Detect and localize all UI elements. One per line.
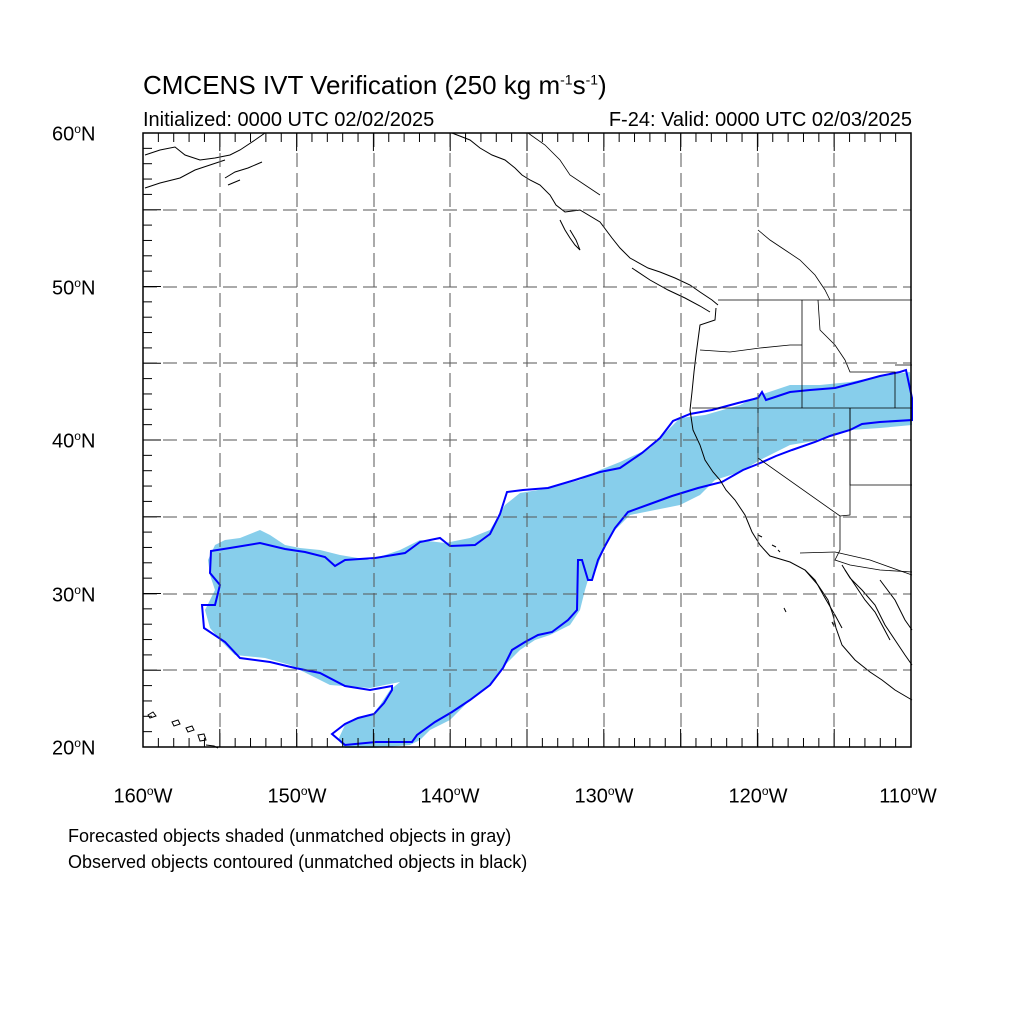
lat-label-60n: 60oN bbox=[52, 122, 96, 146]
lat-label-40n: 40oN bbox=[52, 429, 96, 453]
alaska-canada-border bbox=[527, 132, 601, 196]
map-frame bbox=[142, 132, 912, 748]
montana-wyoming-border bbox=[817, 299, 896, 408]
lon-label-150w: 150oW bbox=[267, 784, 327, 808]
lat-label-30n: 30oN bbox=[52, 583, 96, 607]
channel-islands bbox=[757, 534, 835, 627]
baja-peninsula bbox=[804, 569, 891, 641]
utah-border bbox=[849, 408, 912, 486]
haida-gwaii bbox=[559, 219, 581, 251]
footnote-observed: Observed objects contoured (unmatched ob… bbox=[68, 852, 528, 872]
coastlines bbox=[144, 132, 913, 749]
init-time-label: Initialized: 0000 UTC 02/02/2025 bbox=[143, 109, 435, 131]
lat-label-50n: 50oN bbox=[52, 276, 96, 300]
lon-label-130w: 130oW bbox=[574, 784, 634, 808]
axis-ticks bbox=[142, 132, 912, 748]
chart-title: CMCENS IVT Verification (250 kg m-1s-1) bbox=[143, 70, 607, 100]
footnote-forecast: Forecasted objects shaded (unmatched obj… bbox=[68, 826, 512, 846]
lon-label-110w: 110oW bbox=[879, 784, 937, 808]
arizona-border bbox=[834, 516, 913, 573]
canada-coastline bbox=[451, 132, 719, 306]
observed-ivt-contour bbox=[200, 368, 913, 747]
alberta-bc-border bbox=[757, 229, 831, 301]
political-boundaries bbox=[527, 132, 913, 576]
lat-label-20n: 20oN bbox=[52, 736, 96, 760]
lat-lon-grid bbox=[143, 133, 911, 747]
gulf-of-california bbox=[841, 564, 913, 666]
lon-label-120w: 120oW bbox=[728, 784, 788, 808]
valid-time-label: F-24: Valid: 0000 UTC 02/03/2025 bbox=[608, 109, 912, 131]
forecast-ivt-object bbox=[205, 372, 912, 748]
vancouver-island bbox=[631, 267, 711, 313]
lon-label-160w: 160oW bbox=[113, 784, 173, 808]
us-west-coastline bbox=[689, 307, 913, 701]
us-mexico-border bbox=[799, 551, 913, 576]
washington-oregon-border bbox=[699, 344, 802, 353]
alaska-coastline bbox=[144, 132, 266, 189]
mexico-mainland bbox=[879, 579, 913, 631]
lon-label-140w: 140oW bbox=[420, 784, 480, 808]
hawaii-islands bbox=[147, 711, 219, 749]
